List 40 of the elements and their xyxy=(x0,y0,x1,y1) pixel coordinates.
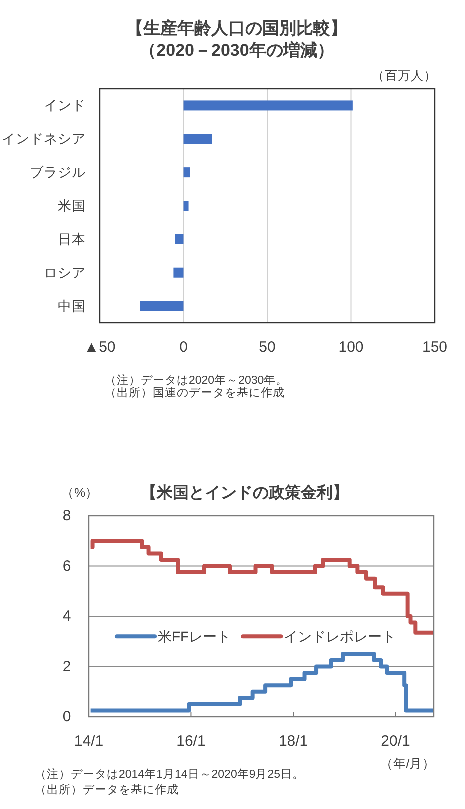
bar xyxy=(175,234,184,244)
legend-label: 米FFレート xyxy=(158,628,232,645)
y-tick-label: インドネシア xyxy=(2,132,86,147)
x-tick-label: 0 xyxy=(180,339,188,356)
chart-title: 【米国とインドの政策金利】 xyxy=(141,484,349,502)
x-tick-label: 50 xyxy=(259,339,276,356)
text: （注）データは2014年1月14日～2020年9月25日。 xyxy=(35,767,305,781)
chart-subtitle: （2020－2030年の増減） xyxy=(140,40,334,60)
text: （注）データは2020年～2030年。 xyxy=(105,373,288,387)
bar xyxy=(184,100,353,111)
bar xyxy=(184,134,212,144)
bar xyxy=(140,301,184,312)
y-axis-title: （%） xyxy=(61,486,99,500)
x-axis-title: （年/月） xyxy=(380,757,436,771)
y-tick-label: 日本 xyxy=(58,232,86,247)
x-tick-label: 14/1 xyxy=(74,733,104,750)
x-tick-label: ▲50 xyxy=(84,339,116,356)
bar xyxy=(174,268,184,278)
text: （出所）データを基に作成 xyxy=(35,784,179,796)
x-tick-label: 16/1 xyxy=(176,733,206,750)
bar xyxy=(184,168,190,178)
y-tick-label: 2 xyxy=(62,658,72,676)
text: （出所）国連のデータを基に作成 xyxy=(105,386,285,400)
y-tick-label: ロシア xyxy=(44,265,86,280)
y-tick-label: ブラジル xyxy=(30,165,86,180)
y-tick-label: 中国 xyxy=(58,298,86,314)
y-tick-label: インド xyxy=(44,98,86,114)
y-tick-label: 6 xyxy=(62,558,72,575)
x-tick-label: 20/1 xyxy=(381,733,410,750)
y-tick-label: 0 xyxy=(62,708,72,726)
bar xyxy=(184,201,189,211)
chart-title: 【生産年齢人口の国別比較】 xyxy=(126,19,348,38)
x-axis-title: （百万人） xyxy=(372,69,437,83)
x-tick-label: 18/1 xyxy=(278,733,308,750)
y-tick-label: 4 xyxy=(62,608,72,625)
x-tick-label: 150 xyxy=(422,339,448,356)
x-tick-label: 100 xyxy=(338,339,364,356)
legend-label: インドレポレート xyxy=(284,628,396,645)
y-tick-label: 8 xyxy=(62,508,72,524)
y-tick-label: 米国 xyxy=(58,198,86,214)
